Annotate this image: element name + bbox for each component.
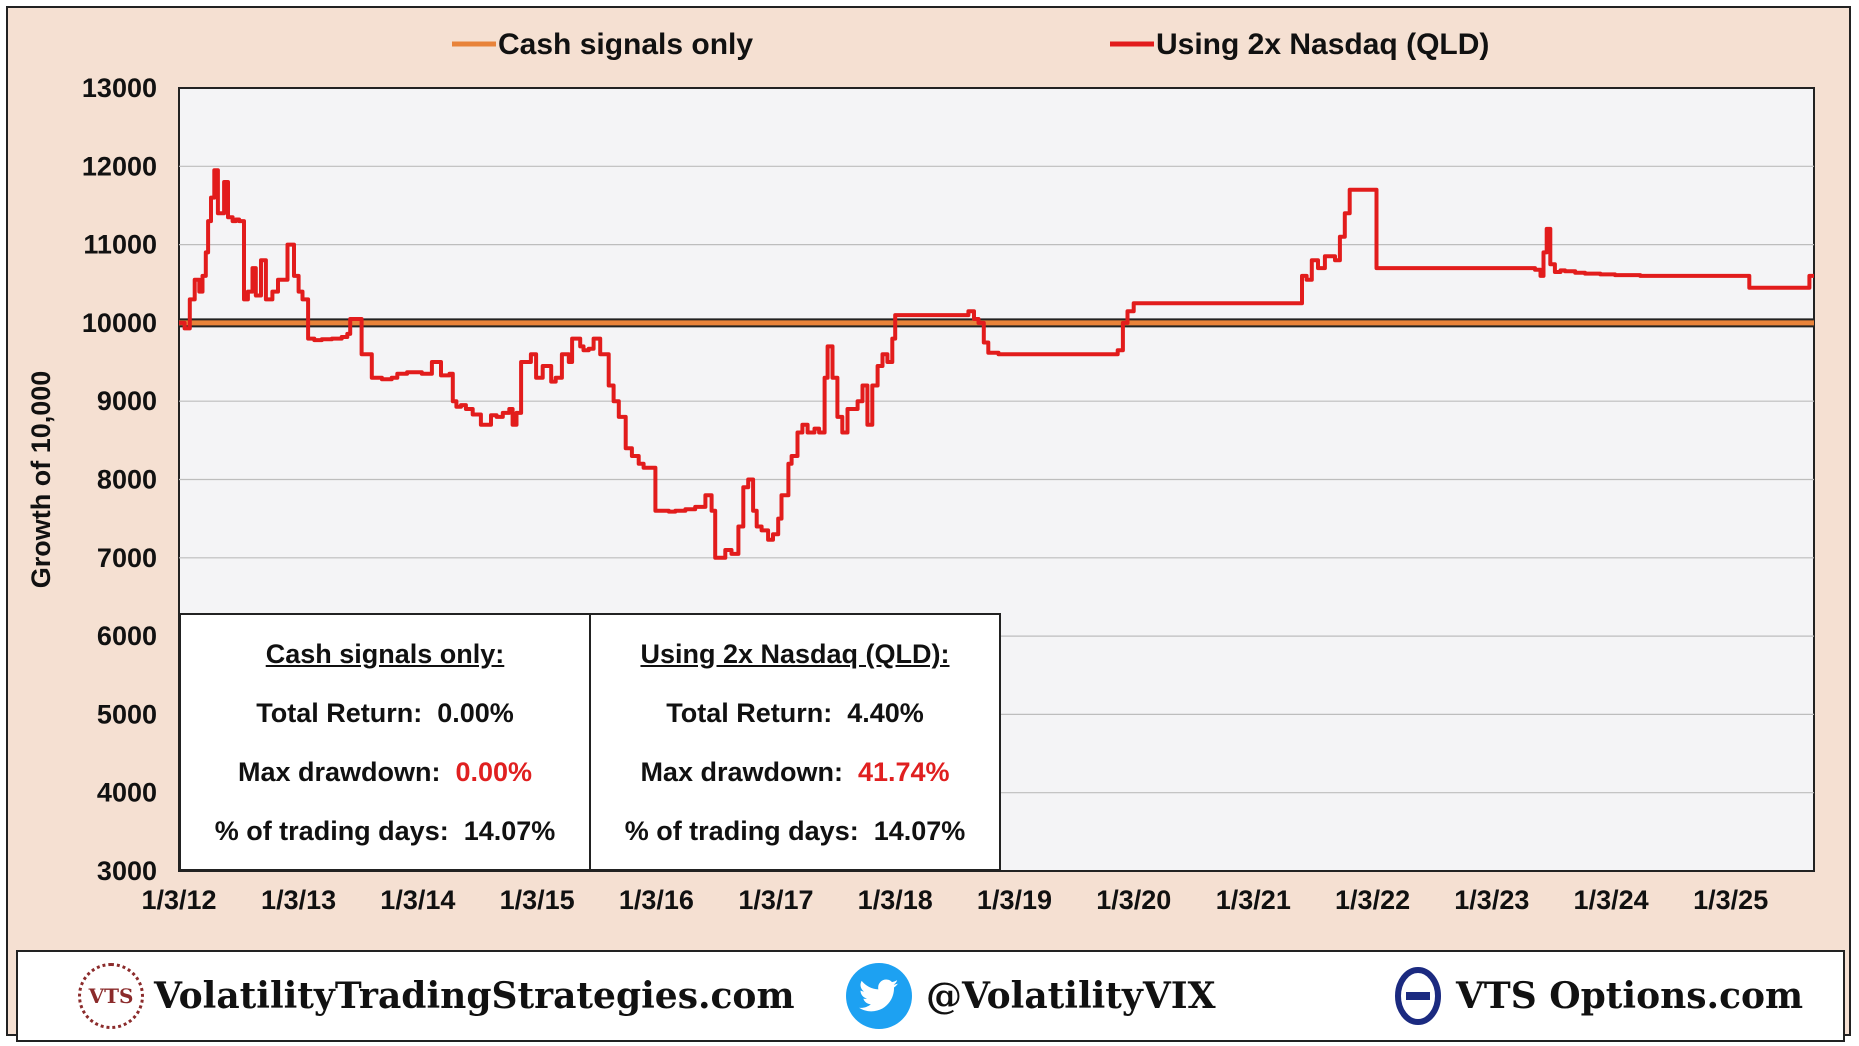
vts-logo-text: VTS bbox=[88, 984, 134, 1008]
stats-value: 0.00% bbox=[455, 757, 533, 787]
y-tick-label: 3000 bbox=[97, 856, 157, 886]
x-tick-label: 1/3/12 bbox=[141, 885, 216, 915]
stats-value: 14.07% bbox=[873, 816, 966, 846]
x-tick-label: 1/3/18 bbox=[858, 885, 933, 915]
y-tick-label: 9000 bbox=[97, 386, 157, 416]
stats-value: 14.07% bbox=[463, 816, 556, 846]
legend-label: Cash signals only bbox=[498, 28, 753, 61]
x-tick-label: 1/3/20 bbox=[1096, 885, 1171, 915]
stats-label: Total Return: bbox=[256, 698, 423, 728]
stats-label: % of trading days: bbox=[624, 816, 859, 846]
stats-cash-max-drawdown: Max drawdown: 0.00% bbox=[238, 757, 532, 788]
stats-cash-title: Cash signals only: bbox=[265, 639, 505, 669]
x-tick-label: 1/3/13 bbox=[261, 885, 336, 915]
theta-icon bbox=[1394, 966, 1442, 1026]
x-tick-label: 1/3/25 bbox=[1693, 885, 1768, 915]
y-tick-label: 10000 bbox=[82, 308, 157, 338]
twitter-bird-icon bbox=[846, 963, 912, 1029]
series-line-qld bbox=[179, 168, 1814, 560]
twitter-bird-glyph bbox=[859, 979, 899, 1012]
x-tick-label: 1/3/19 bbox=[977, 885, 1052, 915]
stats-cash-trading-days: % of trading days: 14.07% bbox=[215, 816, 556, 847]
website-link[interactable]: VolatilityTradingStrategies.com bbox=[154, 975, 795, 1017]
x-tick-label: 1/3/22 bbox=[1335, 885, 1410, 915]
y-tick-label: 7000 bbox=[97, 543, 157, 573]
x-tick-label: 1/3/15 bbox=[500, 885, 575, 915]
stats-qld-trading-days: % of trading days: 14.07% bbox=[625, 816, 966, 847]
x-tick-label: 1/3/14 bbox=[380, 885, 455, 915]
stats-cash-total-return: Total Return: 0.00% bbox=[256, 698, 514, 729]
y-tick-label: 12000 bbox=[82, 151, 157, 181]
y-tick-label: 13000 bbox=[82, 73, 157, 103]
y-tick-label: 8000 bbox=[97, 465, 157, 495]
stats-qld-title: Using 2x Nasdaq (QLD): bbox=[640, 639, 950, 669]
x-tick-label: 1/3/21 bbox=[1216, 885, 1291, 915]
stats-label: Total Return: bbox=[666, 698, 833, 728]
x-tick-label: 1/3/24 bbox=[1574, 885, 1649, 915]
x-tick-label: 1/3/16 bbox=[619, 885, 694, 915]
y-tick-label: 4000 bbox=[97, 778, 157, 808]
options-site-link[interactable]: VTS Options.com bbox=[1456, 975, 1804, 1017]
twitter-handle[interactable]: @VolatilityVIX bbox=[926, 975, 1216, 1017]
footer-website[interactable]: VTS VolatilityTradingStrategies.com bbox=[78, 952, 795, 1040]
stats-qld-column: Using 2x Nasdaq (QLD): Total Return: 4.4… bbox=[589, 615, 999, 869]
theta-glyph bbox=[1395, 967, 1441, 1025]
y-tick-label: 11000 bbox=[83, 230, 157, 260]
stats-table: Cash signals only: Total Return: 0.00% M… bbox=[179, 613, 1001, 871]
footer-twitter[interactable]: @VolatilityVIX bbox=[846, 952, 1216, 1040]
x-tick-label: 1/3/17 bbox=[738, 885, 813, 915]
stats-value: 4.40% bbox=[847, 698, 924, 728]
stats-qld-total-return: Total Return: 4.40% bbox=[666, 698, 924, 729]
footer-banner: VTS VolatilityTradingStrategies.com @Vol… bbox=[16, 950, 1845, 1042]
y-tick-label: 6000 bbox=[97, 621, 157, 651]
stats-label: Max drawdown: bbox=[237, 757, 441, 787]
y-axis-label: Growth of 10,000 bbox=[26, 371, 56, 589]
stats-label: % of trading days: bbox=[214, 816, 449, 846]
stats-cash-column: Cash signals only: Total Return: 0.00% M… bbox=[181, 615, 589, 869]
y-tick-label: 5000 bbox=[97, 699, 157, 729]
stats-label: Max drawdown: bbox=[640, 757, 843, 787]
legend-label: Using 2x Nasdaq (QLD) bbox=[1156, 28, 1489, 61]
vts-seal-icon: VTS bbox=[78, 963, 144, 1029]
stats-value: 0.00% bbox=[437, 698, 514, 728]
stats-value: 41.74% bbox=[857, 757, 950, 787]
footer-options-site[interactable]: VTS Options.com bbox=[1394, 952, 1803, 1040]
x-tick-label: 1/3/23 bbox=[1454, 885, 1529, 915]
stats-qld-max-drawdown: Max drawdown: 41.74% bbox=[640, 757, 949, 788]
